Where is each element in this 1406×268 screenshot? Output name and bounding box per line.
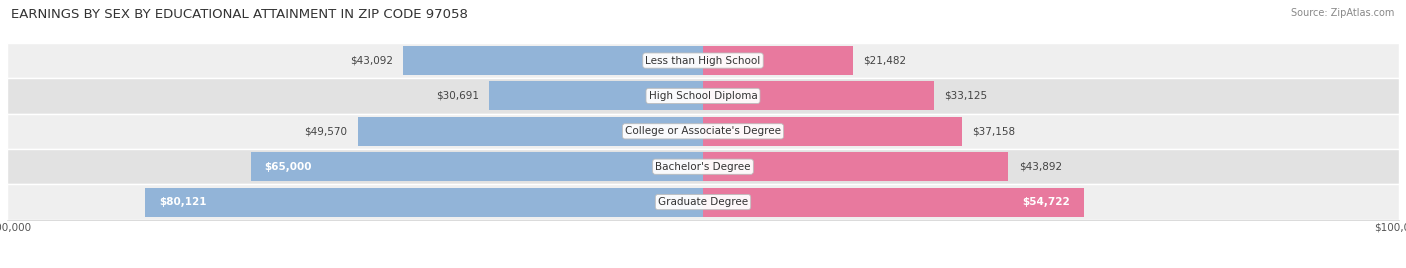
Text: $49,570: $49,570	[305, 126, 347, 136]
Bar	[145, 188, 703, 217]
Bar	[703, 188, 1084, 217]
Bar	[359, 117, 703, 146]
Text: $65,000: $65,000	[264, 162, 312, 172]
Text: $43,892: $43,892	[1019, 162, 1062, 172]
Text: $33,125: $33,125	[943, 91, 987, 101]
Bar	[404, 46, 703, 75]
Bar	[703, 81, 934, 110]
Bar	[7, 78, 1399, 114]
Text: $43,092: $43,092	[350, 55, 392, 66]
Bar	[703, 46, 852, 75]
Bar	[7, 184, 1399, 220]
Bar	[489, 81, 703, 110]
Text: $30,691: $30,691	[436, 91, 479, 101]
Text: $54,722: $54,722	[1022, 197, 1070, 207]
Text: Source: ZipAtlas.com: Source: ZipAtlas.com	[1291, 8, 1395, 18]
Text: $37,158: $37,158	[972, 126, 1015, 136]
Text: $21,482: $21,482	[863, 55, 905, 66]
Text: College or Associate's Degree: College or Associate's Degree	[626, 126, 780, 136]
Bar	[703, 152, 1008, 181]
Text: Less than High School: Less than High School	[645, 55, 761, 66]
Text: Graduate Degree: Graduate Degree	[658, 197, 748, 207]
Bar	[703, 117, 962, 146]
Text: EARNINGS BY SEX BY EDUCATIONAL ATTAINMENT IN ZIP CODE 97058: EARNINGS BY SEX BY EDUCATIONAL ATTAINMEN…	[11, 8, 468, 21]
Text: $80,121: $80,121	[159, 197, 207, 207]
Bar	[7, 149, 1399, 184]
Bar	[7, 43, 1399, 78]
Bar	[250, 152, 703, 181]
Text: High School Diploma: High School Diploma	[648, 91, 758, 101]
Bar	[7, 114, 1399, 149]
Text: Bachelor's Degree: Bachelor's Degree	[655, 162, 751, 172]
